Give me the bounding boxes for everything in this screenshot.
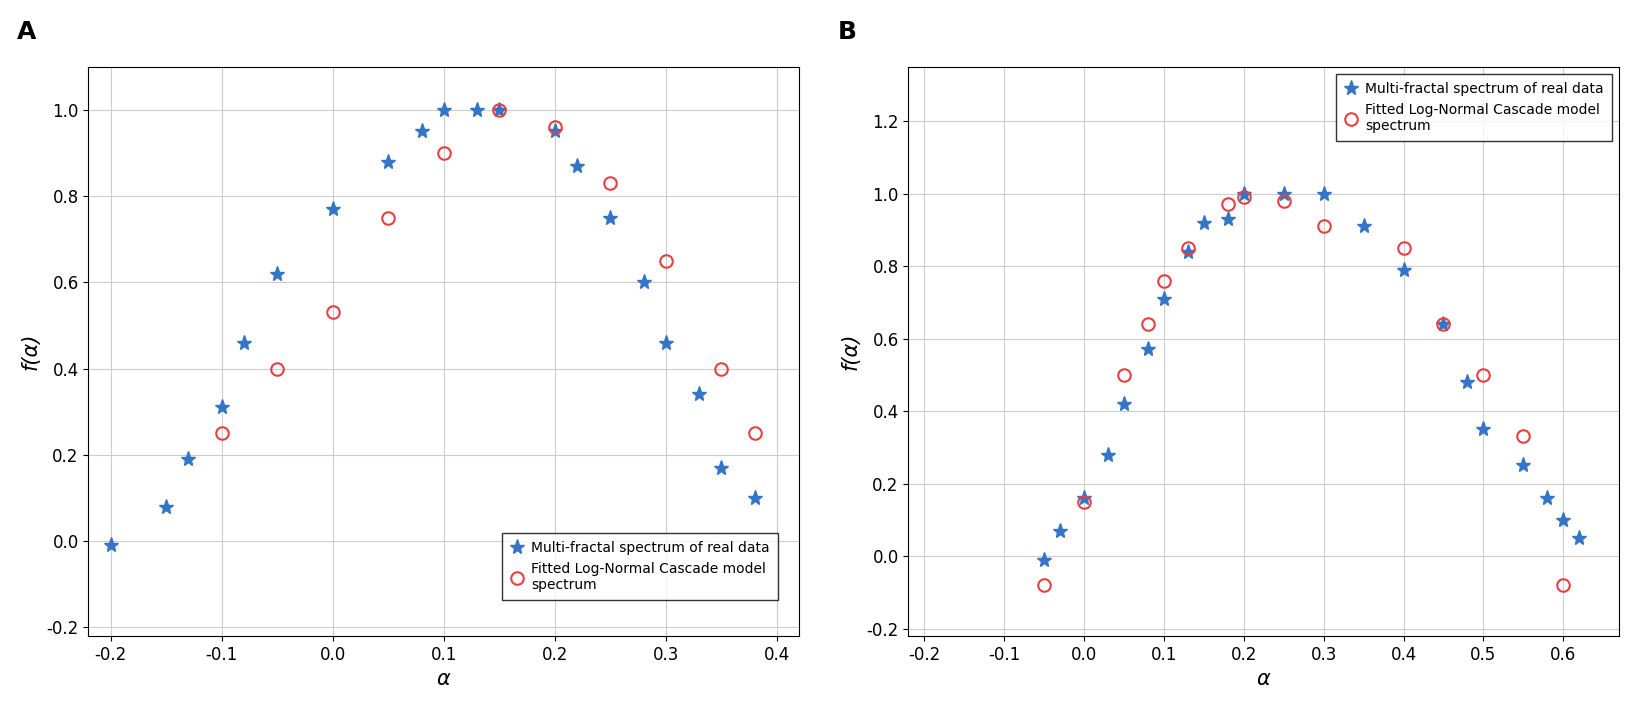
Multi-fractal spectrum of real data — [323, 204, 343, 213]
Multi-fractal spectrum of real data — [1352, 222, 1372, 231]
Fitted Log-Normal Cascade model
spectrum — [488, 106, 508, 114]
Multi-fractal spectrum of real data — [488, 106, 508, 114]
Fitted Log-Normal Cascade model
spectrum — [1154, 276, 1174, 285]
Fitted Log-Normal Cascade model
spectrum — [434, 148, 454, 157]
Fitted Log-Normal Cascade model
spectrum — [1233, 193, 1252, 202]
Fitted Log-Normal Cascade model
spectrum — [544, 123, 564, 131]
Multi-fractal spectrum of real data — [1432, 320, 1452, 328]
Multi-fractal spectrum of real data — [100, 541, 120, 550]
Multi-fractal spectrum of real data — [744, 493, 764, 502]
Multi-fractal spectrum of real data — [379, 158, 398, 166]
Multi-fractal spectrum of real data — [1569, 534, 1588, 542]
Multi-fractal spectrum of real data — [467, 106, 487, 114]
Line: Multi-fractal spectrum of real data: Multi-fractal spectrum of real data — [1036, 186, 1587, 567]
Multi-fractal spectrum of real data — [434, 106, 454, 114]
Multi-fractal spectrum of real data — [156, 502, 175, 510]
Fitted Log-Normal Cascade model
spectrum — [1513, 432, 1532, 441]
Multi-fractal spectrum of real data — [267, 269, 287, 278]
Multi-fractal spectrum of real data — [1049, 527, 1069, 535]
Y-axis label: f(α): f(α) — [841, 332, 860, 370]
Multi-fractal spectrum of real data — [211, 403, 231, 412]
Line: Fitted Log-Normal Cascade model
spectrum: Fitted Log-Normal Cascade model spectrum — [1037, 191, 1569, 591]
Multi-fractal spectrum of real data — [567, 162, 587, 170]
Line: Fitted Log-Normal Cascade model
spectrum: Fitted Log-Normal Cascade model spectrum — [215, 104, 760, 439]
Multi-fractal spectrum of real data — [633, 278, 652, 287]
Text: B: B — [838, 20, 856, 44]
Multi-fractal spectrum of real data — [1218, 214, 1237, 223]
Multi-fractal spectrum of real data — [1137, 345, 1157, 354]
Multi-fractal spectrum of real data — [1513, 462, 1532, 470]
Multi-fractal spectrum of real data — [1552, 515, 1572, 524]
Fitted Log-Normal Cascade model
spectrum — [744, 429, 764, 437]
Multi-fractal spectrum of real data — [1457, 378, 1477, 386]
Fitted Log-Normal Cascade model
spectrum — [1074, 498, 1093, 506]
Fitted Log-Normal Cascade model
spectrum — [1473, 371, 1493, 379]
X-axis label: α: α — [436, 669, 451, 689]
Multi-fractal spectrum of real data — [1393, 266, 1413, 274]
Y-axis label: f(α): f(α) — [21, 332, 41, 370]
Multi-fractal spectrum of real data — [1177, 247, 1196, 256]
Fitted Log-Normal Cascade model
spectrum — [1034, 581, 1054, 589]
Fitted Log-Normal Cascade model
spectrum — [600, 179, 620, 187]
Multi-fractal spectrum of real data — [1193, 219, 1213, 227]
Multi-fractal spectrum of real data — [179, 455, 198, 464]
Multi-fractal spectrum of real data — [688, 391, 708, 399]
Line: Multi-fractal spectrum of real data: Multi-fractal spectrum of real data — [103, 102, 762, 553]
Fitted Log-Normal Cascade model
spectrum — [1177, 244, 1196, 252]
Multi-fractal spectrum of real data — [1074, 494, 1093, 503]
Fitted Log-Normal Cascade model
spectrum — [1113, 371, 1133, 379]
Fitted Log-Normal Cascade model
spectrum — [211, 429, 231, 437]
Fitted Log-Normal Cascade model
spectrum — [1218, 200, 1237, 209]
Fitted Log-Normal Cascade model
spectrum — [656, 256, 675, 265]
Fitted Log-Normal Cascade model
spectrum — [1552, 581, 1572, 589]
Fitted Log-Normal Cascade model
spectrum — [1313, 222, 1333, 231]
Multi-fractal spectrum of real data — [1154, 295, 1174, 303]
Legend: Multi-fractal spectrum of real data, Fitted Log-Normal Cascade model
spectrum: Multi-fractal spectrum of real data, Fit… — [502, 532, 777, 601]
Fitted Log-Normal Cascade model
spectrum — [323, 308, 343, 317]
Fitted Log-Normal Cascade model
spectrum — [1393, 244, 1413, 252]
Multi-fractal spectrum of real data — [1113, 400, 1133, 408]
Multi-fractal spectrum of real data — [544, 127, 564, 136]
Fitted Log-Normal Cascade model
spectrum — [711, 364, 731, 373]
Multi-fractal spectrum of real data — [1274, 190, 1293, 198]
Fitted Log-Normal Cascade model
spectrum — [1432, 320, 1452, 328]
Multi-fractal spectrum of real data — [1473, 425, 1493, 434]
X-axis label: α: α — [1255, 669, 1270, 689]
Fitted Log-Normal Cascade model
spectrum — [267, 364, 287, 373]
Multi-fractal spectrum of real data — [600, 214, 620, 222]
Multi-fractal spectrum of real data — [1313, 190, 1333, 198]
Fitted Log-Normal Cascade model
spectrum — [1137, 320, 1157, 328]
Multi-fractal spectrum of real data — [1233, 190, 1252, 198]
Multi-fractal spectrum of real data — [711, 464, 731, 472]
Fitted Log-Normal Cascade model
spectrum — [1274, 197, 1293, 205]
Multi-fractal spectrum of real data — [1536, 494, 1555, 503]
Multi-fractal spectrum of real data — [234, 339, 254, 347]
Multi-fractal spectrum of real data — [656, 339, 675, 347]
Text: A: A — [18, 20, 36, 44]
Legend: Multi-fractal spectrum of real data, Fitted Log-Normal Cascade model
spectrum: Multi-fractal spectrum of real data, Fit… — [1336, 74, 1611, 141]
Multi-fractal spectrum of real data — [1098, 450, 1118, 459]
Multi-fractal spectrum of real data — [411, 127, 431, 136]
Fitted Log-Normal Cascade model
spectrum — [379, 214, 398, 222]
Multi-fractal spectrum of real data — [1034, 555, 1054, 564]
